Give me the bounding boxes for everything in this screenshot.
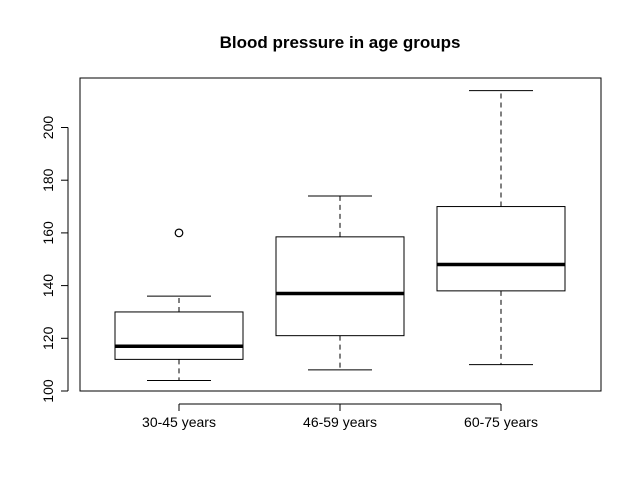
x-axis: 30-45 years 46-59 years 60-75 years	[142, 403, 538, 430]
y-axis: 100 120 140 160 180 200	[40, 116, 69, 403]
y-tick-label: 180	[40, 168, 56, 192]
box-series	[114, 90, 566, 381]
y-tick-label: 120	[40, 326, 56, 350]
box-iqr	[114, 311, 244, 360]
x-tick-label: 46-59 years	[303, 414, 377, 430]
plot-frame	[79, 77, 602, 392]
x-tick-label: 60-75 years	[464, 414, 538, 430]
chart-title: Blood pressure in age groups	[220, 33, 461, 52]
outlier-point	[174, 228, 184, 238]
y-tick-label: 140	[40, 274, 56, 298]
y-tick-label: 100	[40, 379, 56, 403]
y-tick-label: 160	[40, 221, 56, 245]
x-tick-label: 30-45 years	[142, 414, 216, 430]
y-tick-label: 200	[40, 116, 56, 140]
box-iqr	[275, 236, 405, 337]
box-iqr	[436, 206, 566, 292]
